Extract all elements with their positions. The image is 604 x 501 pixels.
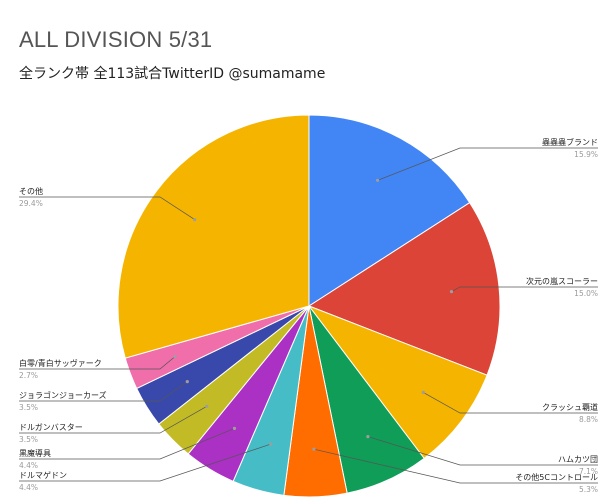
slice-percent-10: 29.4% <box>19 199 43 208</box>
pie-slice-0 <box>308 114 471 307</box>
slice-percent-5: 4.4% <box>19 483 38 492</box>
slice-label-0: 蟲蟲蟲ブランド <box>542 137 598 147</box>
slice-percent-0: 15.9% <box>574 150 598 159</box>
leader-line-3 <box>367 436 598 466</box>
leader-dot-2 <box>421 390 425 394</box>
slice-label-4: その他5Cコントロール <box>515 472 598 482</box>
slice-label-3: ハムカツ団 <box>558 455 598 464</box>
pie-labels: 蟲蟲蟲ブランド 15.9% 次元の嵐スコーラー 15.0% クラッシュ覇道 8.8% ハムカ… <box>19 137 598 494</box>
leader-dot-7 <box>205 404 209 408</box>
leader-line-8 <box>19 381 188 402</box>
pie-slice-2 <box>307 304 488 460</box>
leader-dot-4 <box>312 447 316 451</box>
slice-label-9: 白零/青白サッヴァーク <box>19 358 102 368</box>
slice-label-5: ドルマゲドン <box>19 470 67 480</box>
leader-line-10 <box>19 196 195 220</box>
slice-percent-6: 4.4% <box>19 461 38 470</box>
slice-percent-8: 3.5% <box>19 403 38 412</box>
leader-dot-3 <box>366 435 370 439</box>
leader-dot-1 <box>449 290 454 294</box>
slice-percent-3: 7.1% <box>579 467 598 476</box>
leader-line-5 <box>19 443 271 482</box>
leader-line-1 <box>451 286 598 292</box>
chart-title: ALL DIVISION 5/31 <box>19 27 213 52</box>
leader-line-6 <box>19 428 235 460</box>
slice-label-7: ドルガンバスター <box>19 422 83 432</box>
leader-line-7 <box>19 405 207 434</box>
slice-label-1: 次元の嵐スコーラー <box>526 276 598 286</box>
leader-line-0 <box>377 147 598 181</box>
leader-dot-0 <box>376 178 380 182</box>
leader-line-4 <box>313 448 598 484</box>
pie-slices <box>117 114 501 498</box>
slice-label-6: 黒魔導具 <box>19 448 51 458</box>
slice-percent-2: 8.8% <box>579 415 598 424</box>
slice-percent-7: 3.5% <box>19 435 38 444</box>
slice-percent-4: 5.3% <box>579 485 598 494</box>
leader-line-9 <box>19 356 176 370</box>
slice-label-2: クラッシュ覇道 <box>542 402 598 412</box>
slice-percent-9: 2.7% <box>19 371 38 380</box>
leader-line-2 <box>423 392 598 414</box>
slice-label-8: ジョラゴンジョーカーズ <box>19 390 107 400</box>
pie-slice-10 <box>117 114 310 359</box>
leader-dot-6 <box>232 426 237 430</box>
chart-subtitle: 全ランク帯 全113試合TwitterID @sumamame <box>19 66 326 82</box>
leader-dot-8 <box>185 380 189 384</box>
leader-dot-9 <box>173 355 177 359</box>
slice-label-10: その他 <box>19 186 43 196</box>
leader-dot-5 <box>269 442 273 446</box>
leader-dot-10 <box>193 218 197 222</box>
slice-percent-1: 15.0% <box>574 289 598 298</box>
